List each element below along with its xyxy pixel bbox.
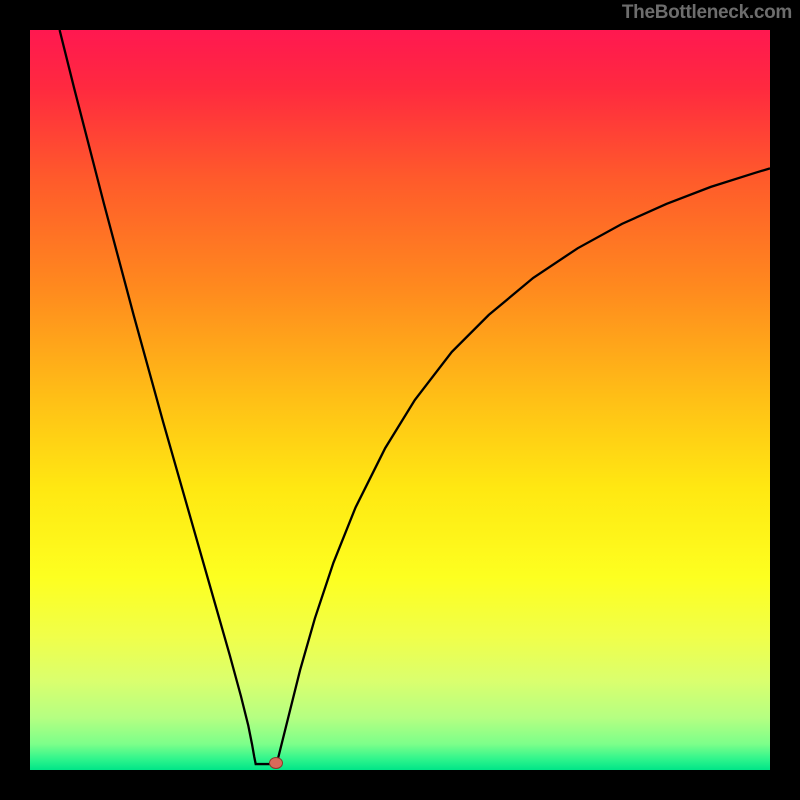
optimal-point-marker: [269, 757, 283, 769]
plot-area: [30, 30, 770, 770]
bottleneck-curve: [30, 30, 770, 770]
watermark-text: TheBottleneck.com: [622, 2, 792, 24]
